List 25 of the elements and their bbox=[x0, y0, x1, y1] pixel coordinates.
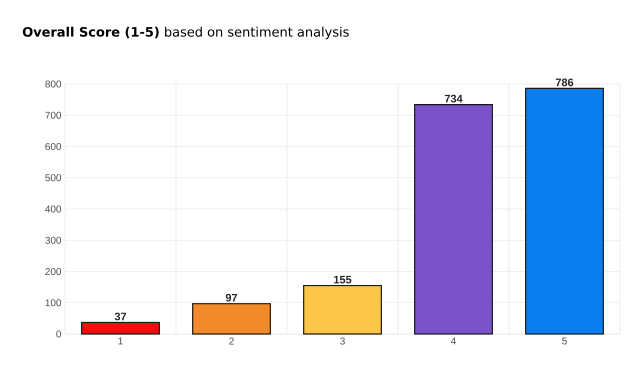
y-tick-label: 700 bbox=[45, 112, 62, 119]
bar bbox=[192, 303, 271, 335]
bar bbox=[525, 88, 604, 335]
x-tick-label: 4 bbox=[450, 338, 456, 344]
x-tick-label: 2 bbox=[229, 338, 234, 344]
data-label: 97 bbox=[226, 294, 238, 302]
data-label: 734 bbox=[444, 94, 463, 103]
chart-title: Overall Score (1-5) based on sentiment analysis bbox=[22, 26, 349, 40]
x-tick-label: 5 bbox=[562, 338, 567, 344]
y-tick-label: 500 bbox=[45, 174, 62, 182]
x-tick-label: 1 bbox=[118, 338, 123, 344]
y-tick-label: 200 bbox=[45, 268, 62, 276]
data-label: 155 bbox=[334, 276, 352, 284]
bar bbox=[81, 322, 160, 335]
y-tick-label: 600 bbox=[45, 142, 62, 150]
data-label: 37 bbox=[114, 312, 126, 320]
y-tick-label: 800 bbox=[45, 80, 62, 88]
y-tick-label: 400 bbox=[45, 205, 62, 213]
x-tick-label: 3 bbox=[340, 338, 345, 345]
data-label: 786 bbox=[556, 78, 574, 86]
y-tick-label: 100 bbox=[46, 299, 62, 306]
y-tick-label: 0 bbox=[56, 330, 62, 338]
bar bbox=[414, 104, 493, 335]
y-tick-label: 300 bbox=[45, 236, 62, 244]
bar bbox=[303, 284, 382, 335]
